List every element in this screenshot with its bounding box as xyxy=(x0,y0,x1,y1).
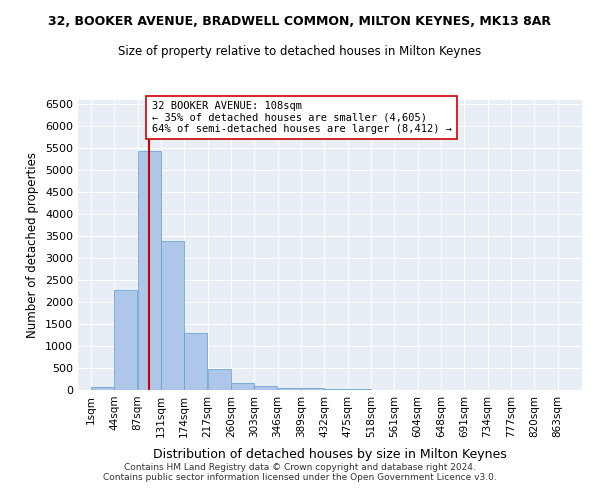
Bar xyxy=(278,388,301,390)
Text: 32, BOOKER AVENUE, BRADWELL COMMON, MILTON KEYNES, MK13 8AR: 32, BOOKER AVENUE, BRADWELL COMMON, MILT… xyxy=(49,15,551,28)
Bar xyxy=(161,242,184,390)
Text: Size of property relative to detached houses in Milton Keynes: Size of property relative to detached ho… xyxy=(118,45,482,58)
Bar xyxy=(184,333,207,390)
Bar xyxy=(138,152,161,390)
Bar xyxy=(208,369,230,390)
Text: 32 BOOKER AVENUE: 108sqm
← 35% of detached houses are smaller (4,605)
64% of sem: 32 BOOKER AVENUE: 108sqm ← 35% of detach… xyxy=(152,101,452,134)
Bar xyxy=(115,290,137,390)
X-axis label: Distribution of detached houses by size in Milton Keynes: Distribution of detached houses by size … xyxy=(153,448,507,461)
Text: Contains HM Land Registry data © Crown copyright and database right 2024.
Contai: Contains HM Land Registry data © Crown c… xyxy=(103,463,497,482)
Bar xyxy=(254,386,277,390)
Bar xyxy=(91,387,114,390)
Bar xyxy=(231,383,254,390)
Bar xyxy=(325,389,347,390)
Bar xyxy=(301,388,324,390)
Y-axis label: Number of detached properties: Number of detached properties xyxy=(26,152,40,338)
